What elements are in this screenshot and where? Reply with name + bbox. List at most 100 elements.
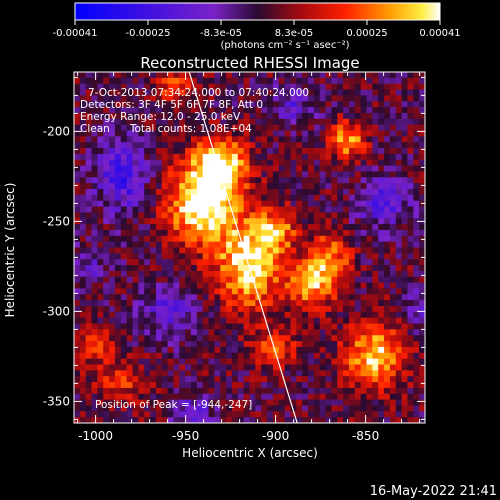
heatmap-cell [109,317,116,324]
heatmap-cell [366,306,373,313]
heatmap-cell [114,212,122,219]
heatmap-cell [308,89,315,96]
heatmap-cell [202,89,209,96]
heatmap-cell [243,241,250,248]
heatmap-cell [313,382,321,389]
heatmap-cell [366,370,373,377]
heatmap-cell [155,393,163,400]
heatmap-cell [384,387,391,395]
heatmap-cell [220,329,227,336]
heatmap-cell [407,95,414,102]
heatmap-cell [331,83,338,90]
heatmap-cell [354,253,362,260]
heatmap-cell [220,112,227,120]
heatmap-cell [384,247,391,254]
heatmap-cell [103,142,110,149]
heatmap-cell [308,229,315,237]
heatmap-cell [191,229,198,237]
heatmap-cell [109,142,116,149]
heatmap-cell [185,235,192,243]
heatmap-cell [173,341,180,348]
heatmap-cell [261,218,268,225]
heatmap-cell [191,382,198,389]
heatmap-cell [389,142,397,149]
heatmap-cell [179,417,186,423]
heatmap-cell [243,229,250,237]
heatmap-cell [267,259,274,266]
heatmap-cell [378,177,385,184]
heatmap-cell [313,306,321,313]
heatmap-cell [384,358,391,365]
heatmap-cell [290,247,297,254]
heatmap-cell [167,387,174,395]
heatmap-cell [249,382,256,389]
heatmap-cell [109,364,116,371]
heatmap-cell [261,189,268,196]
heatmap-cell [120,130,128,137]
heatmap-cell [343,405,350,412]
heatmap-cell [389,352,397,360]
heatmap-cell [167,323,174,330]
heatmap-cell [243,72,250,79]
heatmap-cell [120,95,128,102]
heatmap-cell [191,329,198,336]
heatmap-cell [161,306,168,313]
heatmap-cell [173,370,180,377]
heatmap-cell [272,387,280,395]
heatmap-cell [191,364,198,371]
heatmap-cell [325,411,332,418]
heatmap-cell [173,288,180,295]
heatmap-cell [126,294,133,301]
heatmap-cell [132,124,139,131]
heatmap-cell [231,300,239,307]
heatmap-cell [401,382,408,389]
heatmap-cell [179,346,186,354]
heatmap-cell [308,259,315,266]
heatmap-cell [97,335,104,342]
heatmap-cell [267,206,274,213]
heatmap-cell [319,218,326,225]
chart-title: Reconstructed RHESSI Image [140,54,359,72]
heatmap-cell [103,89,110,96]
heatmap-cell [337,107,344,114]
heatmap-cell [161,247,168,254]
heatmap-cell [179,229,186,237]
heatmap-cell [389,206,397,213]
heatmap-cell [267,171,274,178]
heatmap-cell [120,247,128,254]
heatmap-cell [185,376,192,383]
heatmap-cell [167,288,174,295]
heatmap-cell [302,72,309,79]
heatmap-cell [360,265,367,272]
heatmap-cell [337,282,344,289]
heatmap-cell [132,136,139,143]
heatmap-cell [237,72,245,79]
heatmap-cell [302,382,309,389]
heatmap-cell [407,382,414,389]
heatmap-cell [202,417,209,423]
heatmap-cell [120,270,128,278]
heatmap-cell [109,382,116,389]
heatmap-cell [109,405,116,412]
heatmap-cell [237,417,245,423]
heatmap-cell [255,177,262,184]
heatmap-cell [138,95,145,102]
heatmap-cell [407,399,414,406]
heatmap-cell [161,95,168,102]
heatmap-cell [173,72,180,79]
heatmap-cell [226,177,233,184]
heatmap-cell [208,346,215,354]
heatmap-cell [74,194,81,202]
heatmap-cell [167,194,174,202]
heatmap-cell [144,153,151,161]
heatmap-cell [413,148,420,155]
heatmap-cell [378,171,385,178]
heatmap-cell [97,417,104,423]
heatmap-cell [261,136,268,143]
heatmap-cell [138,159,145,166]
heatmap-cell [343,95,350,102]
heatmap-cell [337,112,344,120]
heatmap-cell [419,206,425,213]
heatmap-cell [138,200,145,207]
heatmap-cell [360,259,367,266]
